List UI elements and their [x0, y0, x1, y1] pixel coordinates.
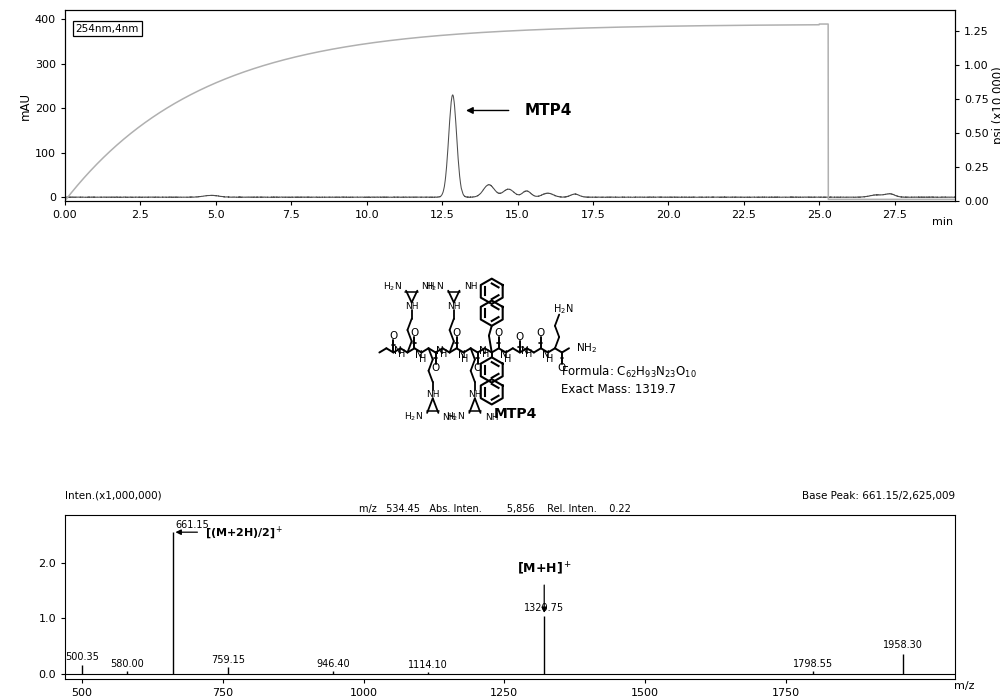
Text: NH: NH	[405, 301, 418, 310]
Text: NH: NH	[485, 413, 498, 422]
Text: NH: NH	[426, 390, 439, 399]
Text: O: O	[516, 332, 524, 342]
Text: $\mathdefault{H_2N}$: $\mathdefault{H_2N}$	[446, 411, 465, 423]
Text: N: N	[500, 350, 507, 360]
Text: NH: NH	[447, 301, 461, 310]
Text: O: O	[453, 328, 461, 338]
Text: H: H	[504, 354, 511, 364]
Text: 1798.55: 1798.55	[793, 658, 833, 669]
Text: NH: NH	[464, 282, 477, 291]
Text: O: O	[558, 363, 566, 373]
Text: N: N	[479, 345, 486, 356]
Text: 1958.30: 1958.30	[883, 640, 923, 650]
Text: O: O	[495, 328, 503, 338]
Text: $\mathdefault{H_2N}$: $\mathdefault{H_2N}$	[425, 280, 444, 293]
Text: MTP4: MTP4	[494, 407, 537, 421]
Text: H: H	[525, 349, 532, 359]
Text: O: O	[431, 363, 440, 373]
Text: NH: NH	[443, 413, 456, 422]
Text: NH: NH	[468, 390, 482, 399]
Text: H: H	[419, 354, 427, 364]
Text: O: O	[537, 328, 545, 338]
Text: Base Peak: 661.15/2,625,009: Base Peak: 661.15/2,625,009	[802, 491, 955, 501]
Text: $\mathdefault{H_2N}$: $\mathdefault{H_2N}$	[553, 302, 574, 316]
Text: Exact Mass: 1319.7: Exact Mass: 1319.7	[561, 383, 676, 395]
Text: [(M+2H)/2]$^+$: [(M+2H)/2]$^+$	[205, 524, 283, 541]
Text: 1114.10: 1114.10	[408, 660, 448, 670]
Text: N: N	[436, 345, 444, 356]
Text: O: O	[474, 363, 482, 373]
Text: 946.40: 946.40	[317, 659, 350, 669]
Text: 254nm,4nm: 254nm,4nm	[76, 24, 139, 34]
Text: 1320.75: 1320.75	[524, 603, 564, 613]
Y-axis label: psi (x10.000): psi (x10.000)	[992, 67, 1000, 145]
Text: O: O	[389, 331, 398, 341]
Text: N: N	[542, 350, 550, 360]
Text: 661.15: 661.15	[175, 520, 209, 530]
Text: N: N	[458, 350, 465, 360]
Text: N: N	[394, 345, 402, 356]
Y-axis label: mAU: mAU	[19, 92, 32, 120]
Text: m/z: m/z	[954, 681, 974, 691]
Text: $\mathdefault{H_2N}$: $\mathdefault{H_2N}$	[404, 411, 423, 423]
Text: H: H	[482, 349, 490, 359]
Text: Formula: $\mathdefault{C_{62}H_{93}N_{23}O_{10}}$: Formula: $\mathdefault{C_{62}H_{93}N_{23…	[561, 364, 696, 380]
Text: $\mathdefault{H_2N}$: $\mathdefault{H_2N}$	[383, 280, 402, 293]
Text: Inten.(x1,000,000): Inten.(x1,000,000)	[65, 491, 162, 501]
Text: 500.35: 500.35	[65, 652, 99, 663]
Text: $\mathdefault{NH_2}$: $\mathdefault{NH_2}$	[576, 341, 598, 355]
Text: N: N	[521, 345, 528, 356]
Text: H: H	[546, 354, 553, 364]
Text: 759.15: 759.15	[211, 655, 245, 665]
Text: O: O	[410, 328, 419, 338]
Text: N: N	[415, 350, 423, 360]
Text: H: H	[398, 349, 406, 359]
Text: H: H	[440, 349, 448, 359]
Text: H: H	[461, 354, 469, 364]
Text: MTP4: MTP4	[525, 103, 572, 118]
Text: m/z   534.45   Abs. Inten.        5,856    Rel. Inten.    0.22: m/z 534.45 Abs. Inten. 5,856 Rel. Inten.…	[359, 504, 631, 514]
Text: min: min	[932, 217, 953, 227]
Text: 580.00: 580.00	[110, 659, 144, 669]
Text: NH: NH	[422, 282, 435, 291]
Text: [M+H]$^+$: [M+H]$^+$	[517, 560, 572, 577]
